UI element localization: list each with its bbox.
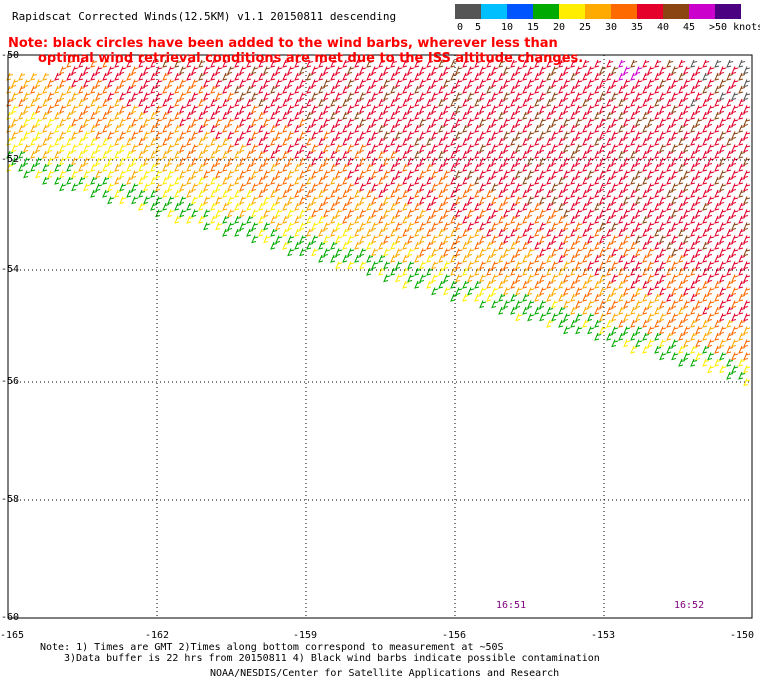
wind-barb-group-1 — [54, 59, 751, 322]
legend-swatch-1 — [481, 4, 507, 19]
map-title: Rapidscat Corrected Winds(12.5KM) v1.1 2… — [12, 10, 397, 23]
wind-barb-group-0 — [6, 59, 751, 361]
legend-swatch-0 — [455, 4, 481, 19]
legend-label-10: >50 knots — [709, 22, 760, 33]
wind-speed-legend: 0 5 10 15 20 25 30 35 40 45 >50 knots — [455, 4, 760, 34]
legend-label-6: 30 — [605, 22, 618, 33]
legend-label-8: 40 — [657, 22, 670, 33]
lon-label-153: -153 — [591, 630, 616, 641]
lat-label-56: -56 — [1, 376, 20, 387]
legend-swatch-2 — [507, 4, 533, 19]
lat-label-60: -60 — [1, 612, 20, 623]
lon-label-156: -156 — [442, 630, 467, 641]
legend-label-9: 45 — [683, 22, 696, 33]
legend-swatch-6 — [611, 4, 637, 19]
credit-line: NOAA/NESDIS/Center for Satellite Applica… — [210, 668, 560, 679]
lon-label-150: -150 — [730, 630, 755, 641]
wind-barb-group-3 — [618, 59, 643, 81]
note-line-2: optimal wind retrieval conditions are me… — [38, 51, 584, 66]
lon-label-159: -159 — [293, 630, 318, 641]
wind-barbs-layer — [6, 59, 751, 387]
legend-swatch-5 — [585, 4, 611, 19]
legend-swatch-3 — [533, 4, 559, 19]
legend-label-1: 5 — [475, 22, 482, 33]
contamination-note: Note: black circles have been added to t… — [8, 36, 583, 66]
legend-label-7: 35 — [631, 22, 644, 33]
wind-barb-group-7 — [6, 150, 746, 380]
legend-swatch-9 — [689, 4, 715, 19]
lat-label-50: -50 — [1, 50, 20, 61]
legend-label-0: 0 — [457, 22, 464, 33]
legend-swatch-4 — [559, 4, 585, 19]
wind-barb-group-5 — [6, 72, 751, 348]
lon-label-165: -165 — [0, 630, 25, 641]
time-label-1651: 16:51 — [496, 600, 527, 611]
map-frame — [7, 54, 753, 619]
wind-barb-group-6 — [6, 105, 751, 387]
lat-label-58: -58 — [1, 494, 20, 505]
legend-label-2: 10 — [501, 22, 514, 33]
footnote-line-1: Note: 1) Times are GMT 2)Times along bot… — [40, 642, 504, 653]
legend-label-4: 20 — [553, 22, 566, 33]
legend-swatch-7 — [637, 4, 663, 19]
legend-swatch-10 — [715, 4, 741, 19]
note-line-1: Note: black circles have been added to t… — [8, 36, 558, 51]
lat-label-54: -54 — [1, 264, 20, 275]
wind-barb-group-4 — [690, 59, 751, 107]
wind-barb-group-2 — [162, 59, 751, 257]
legend-swatch-8 — [663, 4, 689, 19]
lat-lon-grid — [8, 55, 752, 618]
lon-label-162: -162 — [145, 630, 170, 641]
lat-label-52: -52 — [1, 154, 20, 165]
legend-label-5: 25 — [579, 22, 592, 33]
footnote-line-2: 3)Data buffer is 22 hrs from 20150811 4)… — [64, 653, 600, 664]
time-label-1652: 16:52 — [674, 600, 705, 611]
legend-label-3: 15 — [527, 22, 540, 33]
